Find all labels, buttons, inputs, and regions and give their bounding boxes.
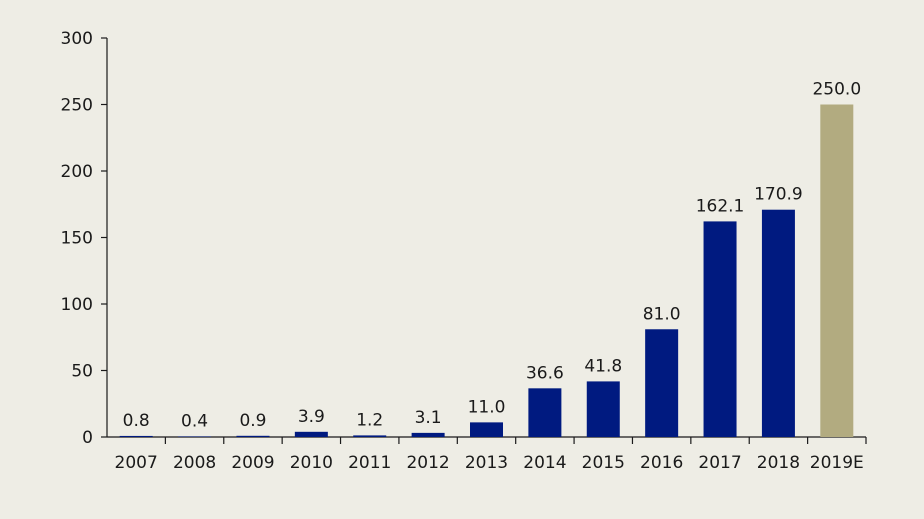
x-tick-label-2014: 2014 — [523, 453, 566, 473]
data-label-2008: 0.4 — [181, 411, 208, 431]
y-tick-label: 200 — [61, 162, 93, 182]
bar-2019e — [820, 104, 854, 437]
y-axis: 0 50 100 150 200 250 300 — [61, 29, 108, 448]
bar-2009 — [236, 435, 270, 437]
x-tick-label-2017: 2017 — [698, 453, 741, 473]
bar-2008 — [178, 436, 212, 437]
y-tick-label: 0 — [82, 428, 93, 448]
bars — [119, 104, 854, 437]
y-tick-label: 150 — [61, 229, 93, 249]
data-label-2012: 3.1 — [415, 408, 442, 428]
x-tick-label-2019e: 2019E — [810, 453, 864, 473]
bar-2018 — [761, 209, 795, 437]
x-tick-label-2007: 2007 — [115, 453, 158, 473]
data-label-2015: 41.8 — [584, 356, 622, 376]
data-label-2016: 81.0 — [643, 304, 681, 324]
bar-2014 — [528, 388, 562, 437]
data-label-2007: 0.8 — [123, 411, 150, 431]
x-tick-label-2011: 2011 — [348, 453, 391, 473]
data-label-2009: 0.9 — [239, 411, 266, 431]
x-tick-label-2016: 2016 — [640, 453, 683, 473]
y-tick-label: 100 — [61, 295, 93, 315]
data-label-2017: 162.1 — [696, 196, 745, 216]
bar-2011 — [353, 435, 387, 437]
x-axis: 2007 2008 2009 2010 2011 2012 2013 2014 2015 2016… — [107, 436, 867, 473]
data-label-2019e: 250.0 — [812, 80, 861, 100]
data-labels: 0.8 0.4 0.9 3.9 1.2 3.1 11.0 36.6 41.8 81.0 162.1 1… — [123, 80, 861, 432]
x-tick-label-2009: 2009 — [231, 453, 274, 473]
data-label-2010: 3.9 — [298, 407, 325, 427]
bar-2017 — [703, 221, 737, 437]
x-tick-label-2015: 2015 — [582, 453, 625, 473]
bar-2013 — [470, 422, 503, 437]
bar-2015 — [586, 381, 620, 437]
data-label-2013: 11.0 — [468, 397, 506, 417]
bar-2016 — [645, 329, 679, 437]
bar-2010 — [294, 431, 328, 437]
x-tick-label-2013: 2013 — [465, 453, 508, 473]
x-tick-label-2008: 2008 — [173, 453, 216, 473]
x-tick-label-2010: 2010 — [290, 453, 333, 473]
y-tick-label: 50 — [71, 362, 93, 382]
data-label-2014: 36.6 — [526, 363, 564, 383]
y-tick-label: 250 — [61, 96, 93, 116]
bar-2012 — [411, 432, 445, 437]
data-label-2018: 170.9 — [754, 185, 803, 205]
x-tick-label-2018: 2018 — [757, 453, 800, 473]
bar-2007 — [119, 435, 153, 437]
data-label-2011: 1.2 — [356, 410, 383, 430]
y-tick-label: 300 — [61, 29, 93, 49]
x-tick-label-2012: 2012 — [406, 453, 449, 473]
